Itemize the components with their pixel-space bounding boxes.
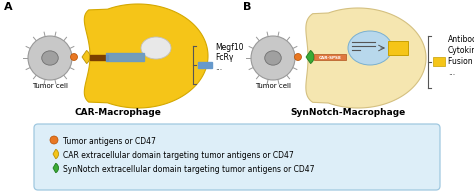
Text: Tumor antigens or CD47: Tumor antigens or CD47 xyxy=(63,136,156,145)
Wedge shape xyxy=(53,163,58,173)
Text: A: A xyxy=(4,2,13,12)
Circle shape xyxy=(50,136,58,144)
Text: FcRγ: FcRγ xyxy=(215,53,233,62)
Text: Megf10: Megf10 xyxy=(215,43,244,52)
Text: Cytokine: Cytokine xyxy=(448,46,474,55)
Circle shape xyxy=(28,36,72,80)
Circle shape xyxy=(294,53,301,60)
Circle shape xyxy=(71,53,78,60)
Ellipse shape xyxy=(141,37,171,59)
Ellipse shape xyxy=(348,31,392,65)
Text: Antibody: Antibody xyxy=(448,35,474,44)
Bar xyxy=(314,54,346,60)
Text: CAR-Macrophage: CAR-Macrophage xyxy=(74,108,162,117)
Text: CAR extracellular domain targeting tumor antigens or CD47: CAR extracellular domain targeting tumor… xyxy=(63,151,294,160)
Text: ...: ... xyxy=(215,63,222,72)
Ellipse shape xyxy=(42,51,58,65)
Wedge shape xyxy=(82,51,90,64)
Bar xyxy=(106,53,144,60)
Circle shape xyxy=(251,36,295,80)
FancyBboxPatch shape xyxy=(34,124,440,190)
Wedge shape xyxy=(53,149,58,159)
Text: B: B xyxy=(243,2,251,12)
Text: Tumor cell: Tumor cell xyxy=(32,83,68,89)
Text: Tumor cell: Tumor cell xyxy=(255,83,291,89)
Bar xyxy=(388,41,408,55)
Polygon shape xyxy=(306,8,426,108)
Wedge shape xyxy=(306,51,314,64)
Ellipse shape xyxy=(265,51,281,65)
Text: Fusion protein: Fusion protein xyxy=(448,57,474,66)
Bar xyxy=(433,57,445,66)
Bar xyxy=(198,62,212,67)
Text: SynNotch extracellular domain targeting tumor antigens or CD47: SynNotch extracellular domain targeting … xyxy=(63,165,315,174)
Bar xyxy=(90,54,108,59)
Text: CAR-SPS8: CAR-SPS8 xyxy=(319,56,341,60)
Text: ...: ... xyxy=(448,68,455,77)
Text: SynNotch-Macrophage: SynNotch-Macrophage xyxy=(291,108,406,117)
Polygon shape xyxy=(84,4,208,108)
